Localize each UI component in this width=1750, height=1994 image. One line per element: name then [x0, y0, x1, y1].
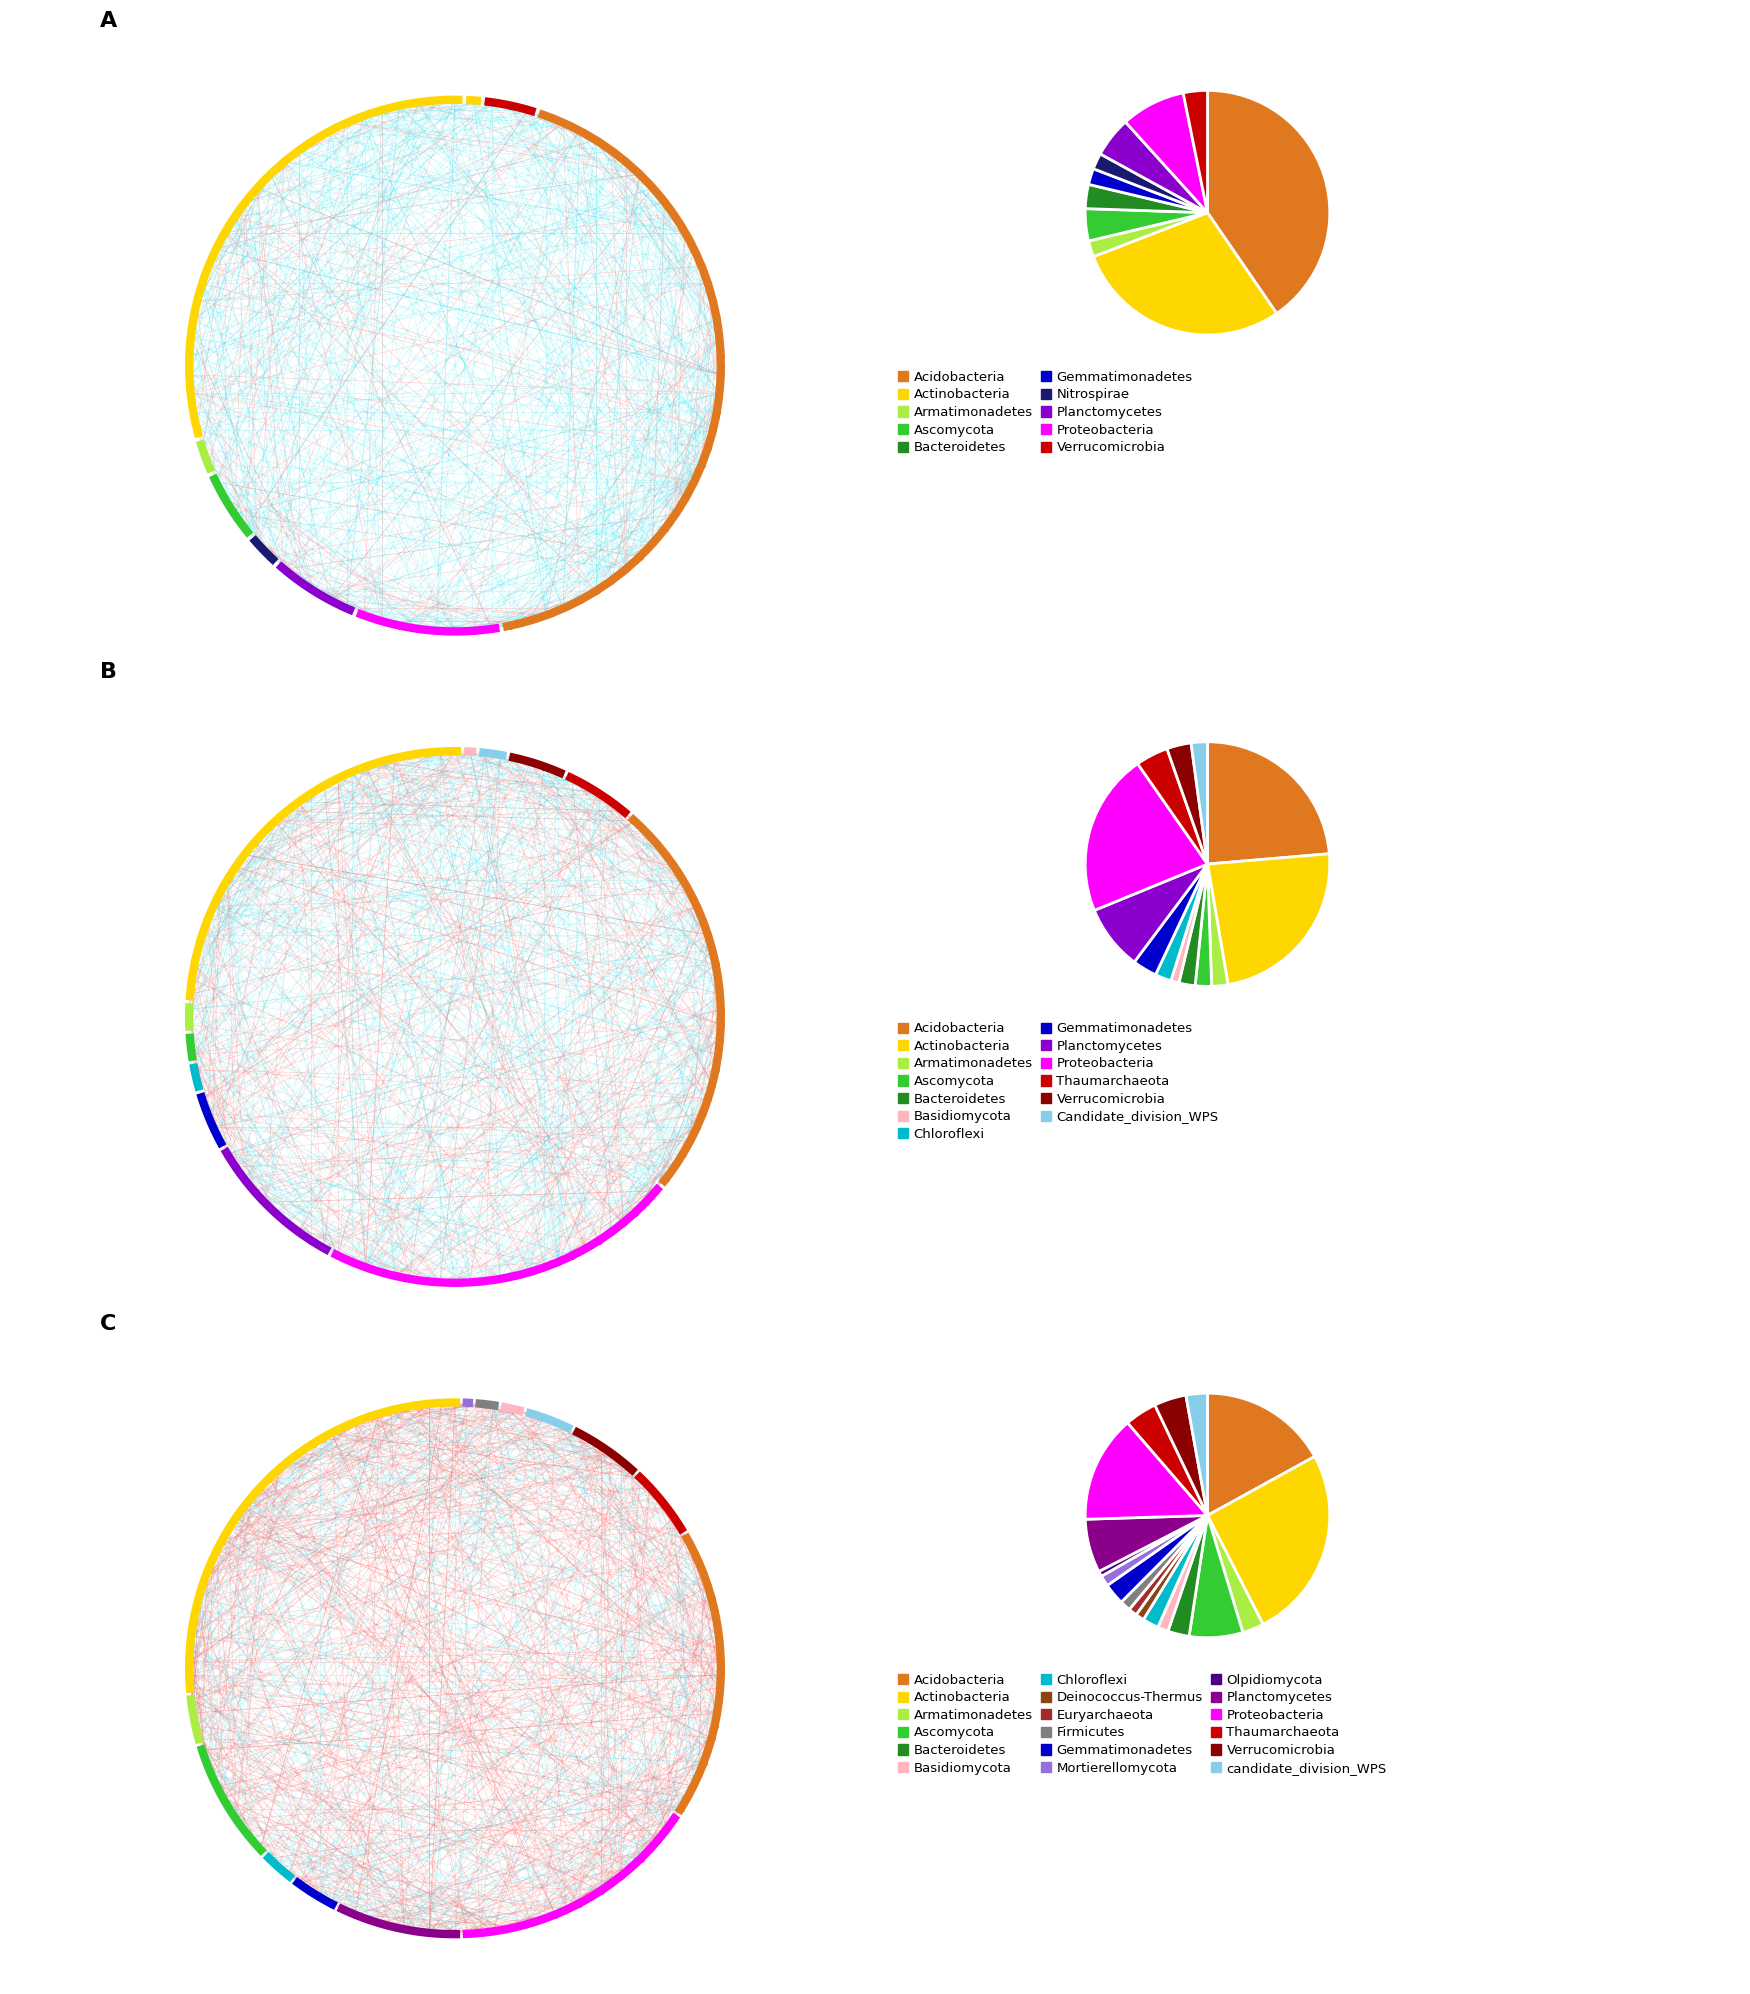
Text: A: A — [100, 10, 117, 30]
Text: C: C — [100, 1314, 117, 1334]
Text: B: B — [100, 662, 117, 682]
